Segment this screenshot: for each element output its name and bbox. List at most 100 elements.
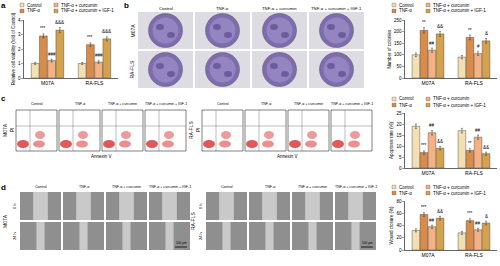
svg-text:Wound closure (%): Wound closure (%) — [389, 206, 394, 245]
svg-text:a: a — [1, 1, 6, 10]
svg-text:24 h: 24 h — [198, 232, 203, 240]
svg-text:TNF-α: TNF-α — [399, 191, 412, 196]
svg-text:150: 150 — [394, 41, 402, 46]
svg-text:###: ### — [48, 52, 56, 57]
svg-text:TNF-α: TNF-α — [75, 102, 85, 106]
svg-text:RA-FLS: RA-FLS — [129, 60, 135, 78]
svg-text:&&: && — [483, 145, 489, 150]
svg-text:TNF-α + curcumin: TNF-α + curcumin — [61, 3, 98, 8]
svg-text:RA-FLS: RA-FLS — [465, 80, 483, 86]
svg-text:Annexin V: Annexin V — [91, 154, 112, 159]
svg-text:TNF-α + curcumin + IGF-1: TNF-α + curcumin + IGF-1 — [145, 102, 187, 106]
svg-text:Relative cell viability (fold: Relative cell viability (fold of Control… — [11, 12, 16, 85]
svg-text:0: 0 — [399, 248, 402, 253]
svg-text:**: ** — [468, 141, 472, 146]
svg-text:**: ** — [422, 20, 426, 25]
svg-text:***: *** — [421, 205, 427, 210]
svg-text:40: 40 — [396, 223, 402, 228]
svg-text:Control: Control — [217, 102, 229, 106]
svg-text:0 h: 0 h — [12, 203, 17, 209]
svg-text:&&&: &&& — [102, 29, 111, 34]
svg-text:TNF-α: TNF-α — [79, 185, 89, 189]
svg-text:##: ## — [475, 221, 481, 226]
svg-text:&: & — [485, 214, 488, 219]
svg-text:15: 15 — [396, 133, 402, 138]
svg-text:&&&: &&& — [55, 20, 64, 25]
svg-text:##: ## — [429, 218, 435, 223]
svg-text:20: 20 — [396, 235, 402, 240]
svg-text:Number of colonies: Number of colonies — [387, 29, 392, 69]
svg-text:***: *** — [421, 143, 427, 148]
svg-text:M07A: M07A — [421, 170, 435, 176]
svg-text:5: 5 — [399, 155, 402, 160]
svg-text:##: ## — [429, 123, 435, 128]
svg-text:**: ** — [468, 28, 472, 33]
svg-text:250: 250 — [394, 18, 402, 23]
svg-text:Control: Control — [221, 185, 233, 189]
svg-text:TNF-α + curcumin + IGF-1: TNF-α + curcumin + IGF-1 — [433, 191, 486, 196]
svg-text:2: 2 — [18, 47, 21, 52]
svg-text:d: d — [1, 183, 6, 192]
svg-text:PI: PI — [196, 128, 201, 132]
svg-text:200: 200 — [394, 29, 402, 34]
svg-text:PI: PI — [10, 128, 15, 132]
svg-text:TNF-α + curcumin: TNF-α + curcumin — [433, 96, 470, 101]
svg-text:TNF-α: TNF-α — [265, 185, 275, 189]
svg-text:100 μm: 100 μm — [176, 241, 187, 245]
svg-text:Apoptosis rate (%): Apoptosis rate (%) — [389, 121, 394, 159]
svg-text:Control: Control — [399, 96, 414, 101]
svg-text:Control: Control — [31, 102, 43, 106]
svg-text:TNF-α + curcumin: TNF-α + curcumin — [262, 6, 297, 11]
svg-text:50: 50 — [396, 64, 402, 69]
svg-text:Control: Control — [159, 6, 173, 11]
svg-text:M07A: M07A — [2, 214, 8, 228]
svg-text:10: 10 — [396, 144, 402, 149]
svg-text:TNF-α + curcumin: TNF-α + curcumin — [433, 185, 470, 190]
svg-text:RA-FLS: RA-FLS — [465, 252, 483, 258]
svg-text:M07A: M07A — [41, 80, 55, 86]
svg-text:Control: Control — [27, 3, 42, 8]
svg-text:4: 4 — [18, 18, 21, 23]
svg-text:TNF-α + curcumin: TNF-α + curcumin — [108, 102, 137, 106]
svg-text:3: 3 — [18, 32, 21, 37]
svg-text:TNF-α + curcumin: TNF-α + curcumin — [433, 3, 470, 8]
svg-text:&&: && — [437, 139, 443, 144]
svg-text:M07A: M07A — [2, 123, 8, 137]
svg-text:0: 0 — [18, 76, 21, 81]
svg-text:TNF-α + curcumin + IGF-1: TNF-α + curcumin + IGF-1 — [433, 103, 486, 108]
svg-text:TNF-α + curcumin: TNF-α + curcumin — [294, 102, 323, 106]
svg-text:M07A: M07A — [421, 252, 435, 258]
svg-text:RA-FLS: RA-FLS — [188, 121, 194, 139]
svg-text:60: 60 — [396, 211, 402, 216]
svg-text:b: b — [124, 1, 129, 10]
svg-text:1: 1 — [18, 61, 21, 66]
svg-text:TNF-α + curcumin + IGF-1: TNF-α + curcumin + IGF-1 — [335, 185, 377, 189]
svg-text:TNF-α + curcumin + IGF-1: TNF-α + curcumin + IGF-1 — [311, 6, 362, 11]
svg-text:RA-FLS: RA-FLS — [465, 170, 483, 176]
svg-text:TNF-α: TNF-α — [399, 103, 412, 108]
svg-text:M07A: M07A — [421, 80, 435, 86]
svg-text:0: 0 — [399, 76, 402, 81]
svg-text:&&: && — [437, 209, 443, 214]
svg-text:TNF-α + curcumin + IGF-1: TNF-α + curcumin + IGF-1 — [149, 185, 191, 189]
svg-text:M07A: M07A — [130, 24, 136, 38]
svg-text:TNF-α + curcumin + IGF-1: TNF-α + curcumin + IGF-1 — [61, 8, 114, 13]
svg-text:0 h: 0 h — [198, 203, 203, 209]
svg-text:&&: && — [437, 24, 443, 29]
svg-text:&: & — [485, 31, 488, 36]
svg-text:***: *** — [87, 35, 93, 40]
svg-text:TNF-α: TNF-α — [216, 6, 229, 11]
svg-text:###: ### — [95, 53, 103, 58]
svg-text:100: 100 — [394, 52, 402, 57]
svg-text:TNF-α + curcumin: TNF-α + curcumin — [298, 185, 327, 189]
svg-text:24 h: 24 h — [12, 232, 17, 240]
svg-text:RA-FLS: RA-FLS — [190, 212, 196, 230]
svg-text:0: 0 — [399, 166, 402, 171]
svg-text:RA-FLS: RA-FLS — [86, 80, 104, 86]
svg-text:TNF-α: TNF-α — [261, 102, 271, 106]
svg-text:Control: Control — [35, 185, 47, 189]
svg-text:Annexin V: Annexin V — [277, 154, 298, 159]
svg-text:80: 80 — [396, 199, 402, 204]
svg-text:***: *** — [40, 26, 46, 31]
svg-text:##: ## — [475, 128, 481, 133]
